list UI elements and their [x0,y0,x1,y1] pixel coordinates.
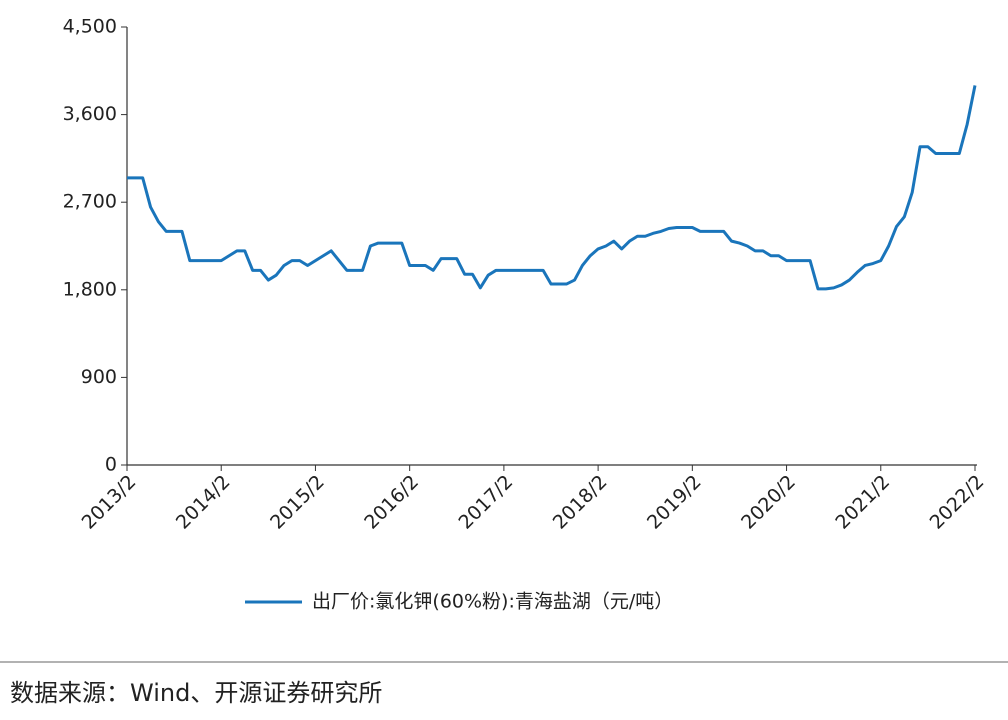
x-tick-label: 2020/2 [737,471,800,534]
legend-label: 出厂价:氯化钾(60%粉):青海盐湖（元/吨） [312,591,673,613]
x-tick-label: 2022/2 [926,471,989,534]
x-tick-label: 2015/2 [266,471,329,534]
y-tick-label: 2,700 [63,191,117,213]
x-tick-label: 2013/2 [78,471,141,534]
y-tick-label: 4,500 [63,16,117,38]
y-tick-label: 0 [105,454,117,476]
data-line [127,85,977,291]
x-tick-label: 2021/2 [831,471,894,534]
y-tick-label: 3,600 [63,103,117,125]
y-tick-label: 1,800 [63,278,117,300]
x-tick-label: 2016/2 [360,471,423,534]
y-tick-label: 900 [81,366,117,388]
source-note: 数据来源：Wind、开源证券研究所 [10,679,382,707]
x-tick-label: 2018/2 [549,471,612,534]
x-tick-label: 2017/2 [454,471,517,534]
x-tick-label: 2014/2 [172,471,235,534]
x-tick-label: 2019/2 [643,471,706,534]
